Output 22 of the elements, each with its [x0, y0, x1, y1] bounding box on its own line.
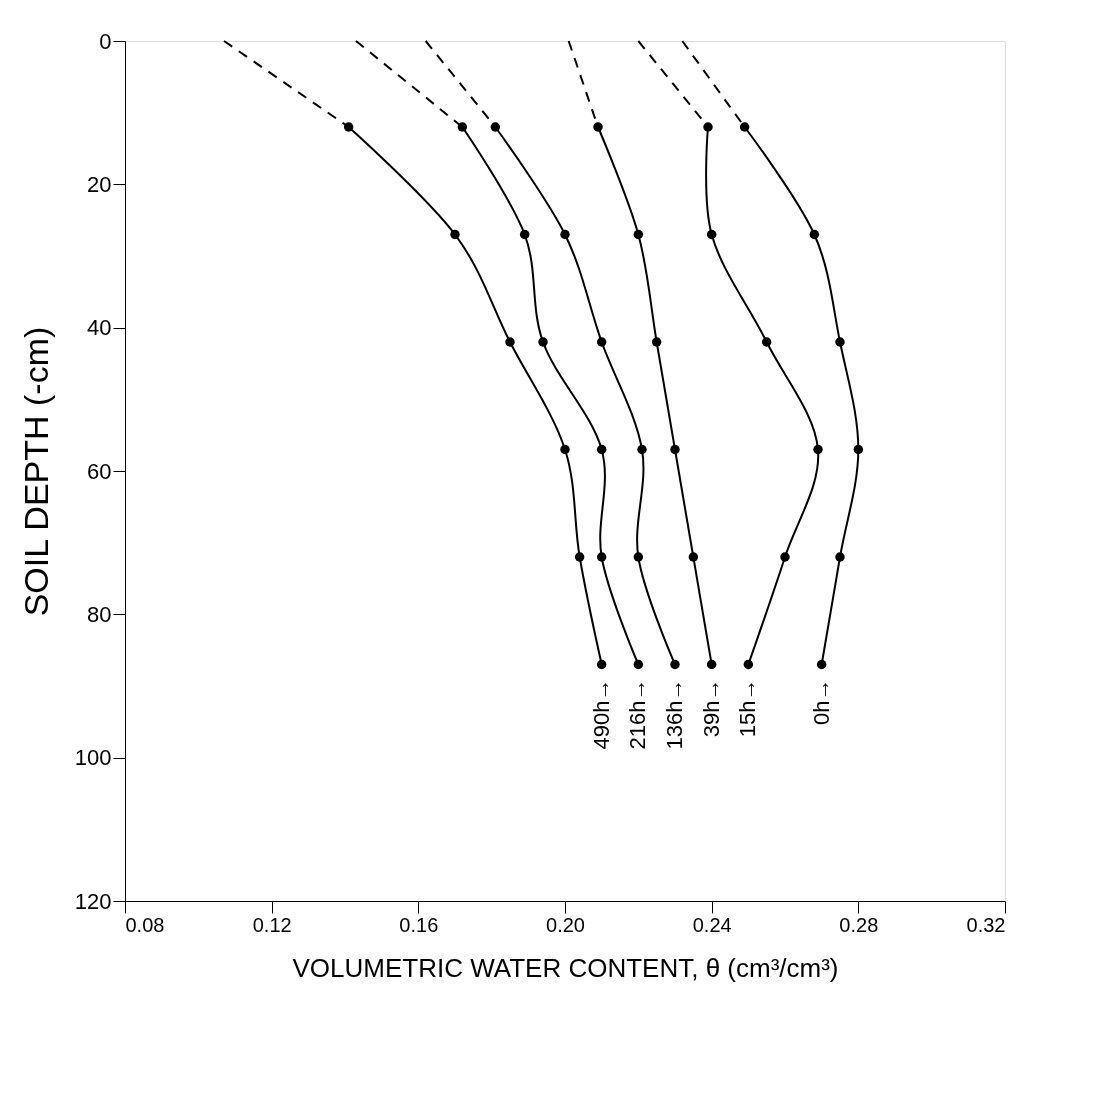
y-tick-label: 0 — [99, 28, 112, 54]
text: 0h→ — [808, 678, 834, 725]
y-tick-label: 100 — [74, 745, 112, 771]
x-tick-label: 0.16 — [399, 913, 439, 936]
x-tick-label: 0.32 — [966, 913, 1006, 936]
text: 39h→ — [698, 678, 724, 738]
text: 490h→ — [588, 678, 614, 750]
x-axis-title: VOLUMETRIC WATER CONTENT, θ (cm³/cm³) — [292, 952, 839, 983]
x-tick-label: 0.24 — [692, 913, 732, 936]
text: 15h→ — [735, 678, 761, 738]
y-tick-label: 120 — [74, 888, 112, 914]
x-tick-label: 0.20 — [546, 913, 585, 936]
x-tick-label: 0.28 — [839, 913, 879, 936]
text: 216h→ — [625, 678, 651, 750]
y-tick-label: 40 — [87, 315, 112, 341]
x-tick-label: 0.08 — [125, 913, 165, 936]
x-tick-label: 0.12 — [252, 913, 292, 936]
y-axis-title: SOIL DEPTH (-cm) — [16, 326, 55, 617]
y-tick-label: 20 — [87, 171, 112, 197]
y-tick-label: 60 — [87, 458, 112, 484]
text: 136h→ — [662, 678, 687, 750]
y-tick-label: 80 — [87, 601, 112, 627]
